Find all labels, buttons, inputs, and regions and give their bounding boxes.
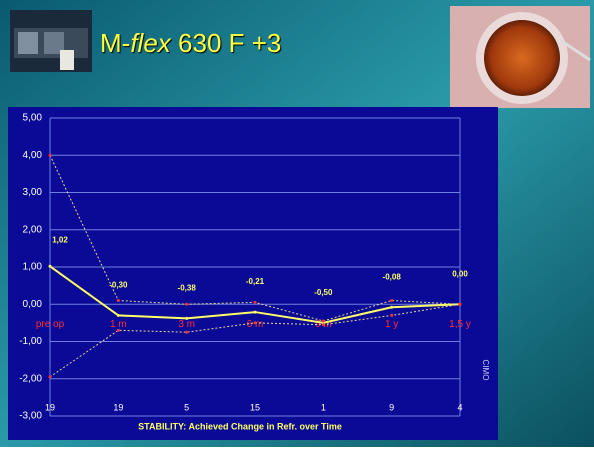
chart-panel [8, 107, 498, 440]
count-label: 19 [45, 402, 55, 412]
y-tick-label: 4,00 [23, 150, 43, 161]
data-point [116, 313, 120, 317]
value-label: -0,30 [109, 281, 128, 290]
count-label: 4 [457, 402, 462, 412]
data-point [116, 328, 120, 332]
data-point [48, 264, 52, 268]
value-label: -0,50 [314, 288, 333, 297]
y-tick-label: 0,00 [23, 299, 43, 310]
value-label: 0,00 [452, 269, 468, 278]
data-point [253, 310, 257, 314]
data-point [253, 300, 257, 304]
footer: STABILITY: Achieved Change in Refr. over… [138, 421, 342, 431]
data-point [390, 299, 394, 303]
building-photo [10, 10, 92, 72]
y-tick-label: 2,00 [23, 224, 43, 235]
data-point [185, 316, 189, 320]
count-label: 15 [250, 402, 260, 412]
data-point [116, 299, 120, 303]
x-tick-label: pre op [36, 319, 65, 330]
y-tick-label: -2,00 [19, 373, 42, 384]
data-point [321, 323, 325, 327]
data-point [185, 330, 189, 334]
data-point [253, 321, 257, 325]
y-tick-label: -3,00 [19, 411, 42, 422]
eye-photo [450, 6, 591, 108]
count-label: 9 [389, 402, 394, 412]
value-label: -0,08 [383, 272, 402, 281]
y-tick-label: 3,00 [23, 187, 43, 198]
data-point [48, 153, 52, 157]
value-label: 1,02 [52, 235, 68, 244]
y-tick-label: 5,00 [23, 113, 43, 124]
title: M-flex 630 F +3 [100, 28, 281, 58]
y-tick-label: 1,00 [23, 262, 43, 273]
x-tick-label: 3 m [178, 319, 195, 330]
y-tick-label: -1,00 [19, 336, 42, 347]
watermark: CIMO [481, 360, 490, 381]
x-tick-label: 1 m [110, 319, 127, 330]
count-label: 1 [321, 402, 326, 412]
x-tick-label: 6 m [247, 319, 264, 330]
data-point [185, 302, 189, 306]
data-point [321, 319, 325, 323]
x-tick-label: 1,5 y [449, 319, 471, 330]
value-label: -0,21 [246, 277, 265, 286]
data-point [390, 313, 394, 317]
value-label: -0,38 [178, 284, 197, 293]
count-label: 19 [113, 402, 123, 412]
data-point [48, 375, 52, 379]
count-label: 5 [184, 402, 189, 412]
data-point [458, 302, 462, 306]
x-tick-label: 1 y [385, 319, 398, 330]
data-point [390, 305, 394, 309]
